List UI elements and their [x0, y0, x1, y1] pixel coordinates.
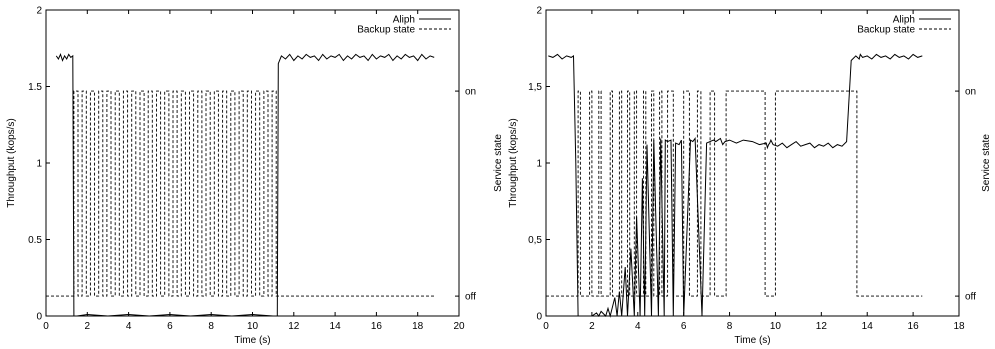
legend-label: Aliph	[393, 15, 415, 26]
x-tick-label: 20	[453, 321, 465, 332]
x-tick-label: 6	[681, 321, 687, 332]
x-tick-label: 18	[412, 321, 424, 332]
legend-label: Backup state	[357, 25, 415, 36]
right-chart-panel: 0 2 4 6 8 10 12 14 16 18 0 0,5 1 1,5 2 on off Time (s) Thr…	[508, 6, 992, 347]
y-tick-label: 0	[36, 312, 42, 323]
y2-tick-label: off	[465, 292, 476, 303]
y-tick-label: 2	[36, 6, 42, 17]
x-tick-label: 12	[288, 321, 300, 332]
y-tick-label: 1	[36, 159, 42, 170]
y-tick-label: 0	[536, 312, 542, 323]
x-tick-label: 2	[589, 321, 595, 332]
legend-label: Aliph	[893, 15, 915, 26]
x-tick-label: 2	[85, 321, 91, 332]
series-line-backup-state	[46, 90, 435, 297]
y2-axis-label: Service state	[493, 134, 504, 192]
x-tick-label: 14	[862, 321, 874, 332]
x-axis-label: Time (s)	[234, 335, 270, 346]
y2-tick-label: on	[465, 87, 476, 98]
y-axis-label: Throughput (kops/s)	[6, 118, 17, 208]
y-tick-label: 2	[536, 6, 542, 17]
series-line-aliph	[548, 53, 923, 318]
y-tick-label: 0.5	[28, 235, 42, 246]
x-tick-label: 18	[953, 321, 965, 332]
x-tick-label: 8	[727, 321, 733, 332]
y2-axis-label: Service state	[981, 134, 992, 192]
x-axis-label: Time (s)	[734, 335, 770, 346]
series-line-aliph	[55, 53, 435, 317]
y-tick-label: 0,5	[528, 235, 542, 246]
left-chart-panel: 0 2 4 6 8 10 12 14 16 18 20 0 0.5 1 1.5 2 on off Time (s) T…	[6, 6, 504, 347]
series-line-backup-state	[546, 90, 923, 297]
x-tick-label: 12	[816, 321, 828, 332]
y-tick-label: 1	[536, 159, 542, 170]
y2-tick-label: off	[965, 292, 976, 303]
x-tick-label: 0	[43, 321, 49, 332]
x-tick-label: 6	[167, 321, 173, 332]
y2-tick-label: on	[965, 87, 976, 98]
x-tick-label: 8	[208, 321, 214, 332]
x-tick-label: 10	[770, 321, 782, 332]
y-tick-label: 1,5	[528, 82, 542, 93]
x-tick-label: 4	[635, 321, 641, 332]
y-axis-label: Throughput (kops/s)	[508, 118, 519, 208]
legend-label: Backup state	[857, 25, 915, 36]
x-tick-label: 16	[908, 321, 920, 332]
x-tick-label: 4	[126, 321, 132, 332]
y-tick-label: 1.5	[28, 82, 42, 93]
x-tick-label: 0	[543, 321, 549, 332]
x-tick-label: 10	[247, 321, 259, 332]
x-tick-label: 14	[330, 321, 342, 332]
x-tick-label: 16	[371, 321, 383, 332]
